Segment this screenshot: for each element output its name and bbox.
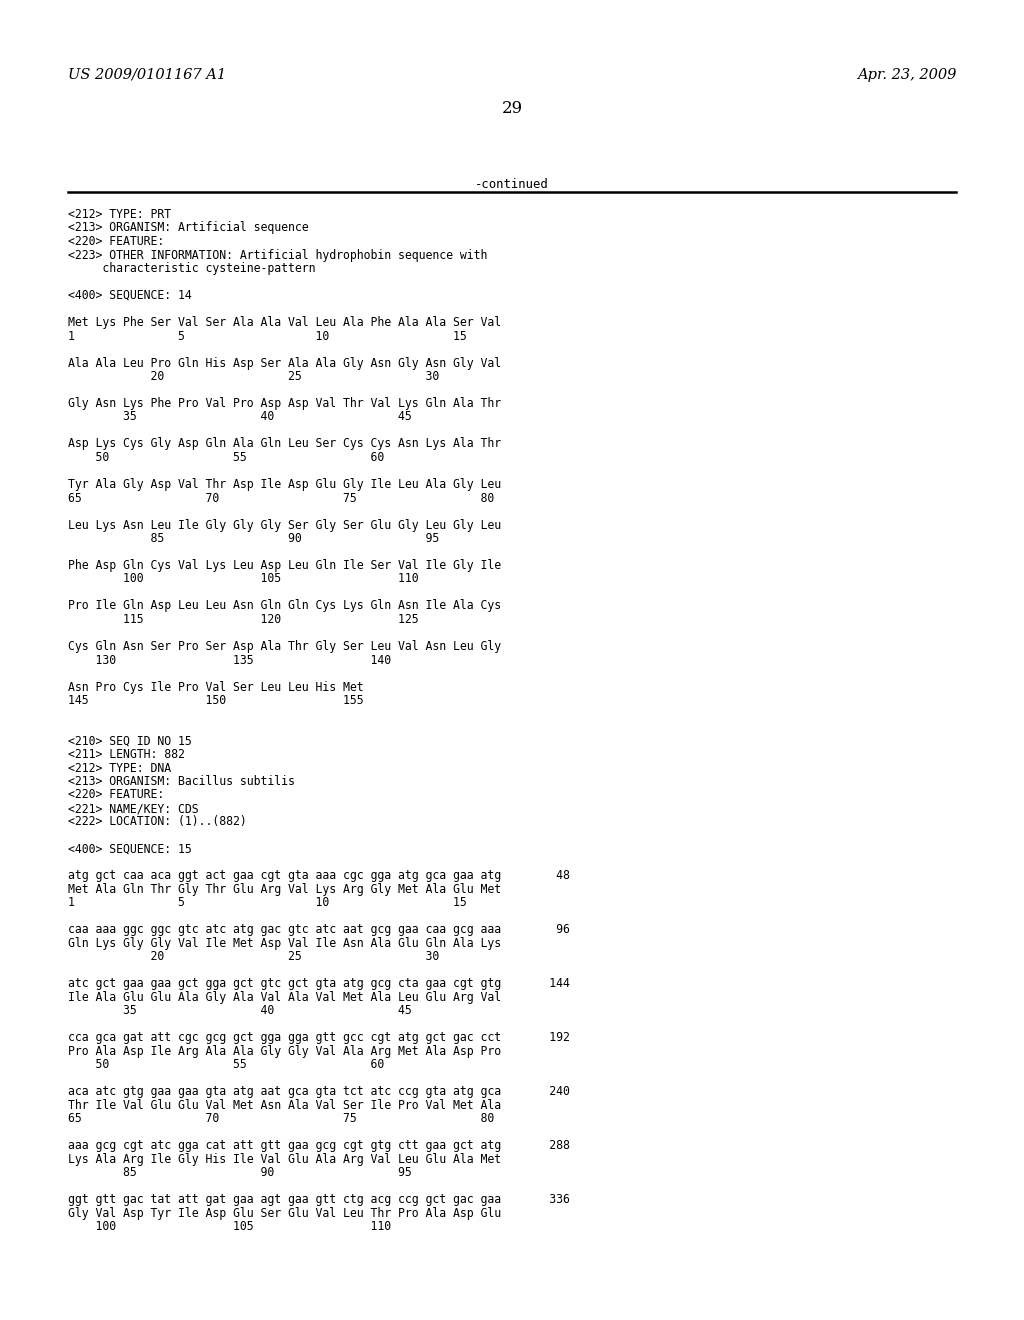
Text: <213> ORGANISM: Artificial sequence: <213> ORGANISM: Artificial sequence [68, 222, 308, 235]
Text: Tyr Ala Gly Asp Val Thr Asp Ile Asp Glu Gly Ile Leu Ala Gly Leu: Tyr Ala Gly Asp Val Thr Asp Ile Asp Glu … [68, 478, 501, 491]
Text: <223> OTHER INFORMATION: Artificial hydrophobin sequence with: <223> OTHER INFORMATION: Artificial hydr… [68, 248, 487, 261]
Text: Lys Ala Arg Ile Gly His Ile Val Glu Ala Arg Val Leu Glu Ala Met: Lys Ala Arg Ile Gly His Ile Val Glu Ala … [68, 1152, 501, 1166]
Text: 50                  55                  60: 50 55 60 [68, 1059, 384, 1072]
Text: aaa gcg cgt atc gga cat att gtt gaa gcg cgt gtg ctt gaa gct atg       288: aaa gcg cgt atc gga cat att gtt gaa gcg … [68, 1139, 570, 1152]
Text: 1               5                   10                  15: 1 5 10 15 [68, 330, 467, 342]
Text: Phe Asp Gln Cys Val Lys Leu Asp Leu Gln Ile Ser Val Ile Gly Ile: Phe Asp Gln Cys Val Lys Leu Asp Leu Gln … [68, 558, 501, 572]
Text: Gln Lys Gly Gly Val Ile Met Asp Val Ile Asn Ala Glu Gln Ala Lys: Gln Lys Gly Gly Val Ile Met Asp Val Ile … [68, 937, 501, 950]
Text: 50                  55                  60: 50 55 60 [68, 451, 384, 465]
Text: Ala Ala Leu Pro Gln His Asp Ser Ala Ala Gly Asn Gly Asn Gly Val: Ala Ala Leu Pro Gln His Asp Ser Ala Ala … [68, 356, 501, 370]
Text: <220> FEATURE:: <220> FEATURE: [68, 235, 164, 248]
Text: Asn Pro Cys Ile Pro Val Ser Leu Leu His Met: Asn Pro Cys Ile Pro Val Ser Leu Leu His … [68, 681, 364, 693]
Text: <400> SEQUENCE: 14: <400> SEQUENCE: 14 [68, 289, 191, 302]
Text: Asp Lys Cys Gly Asp Gln Ala Gln Leu Ser Cys Cys Asn Lys Ala Thr: Asp Lys Cys Gly Asp Gln Ala Gln Leu Ser … [68, 437, 501, 450]
Text: Gly Asn Lys Phe Pro Val Pro Asp Asp Val Thr Val Lys Gln Ala Thr: Gly Asn Lys Phe Pro Val Pro Asp Asp Val … [68, 397, 501, 411]
Text: Met Lys Phe Ser Val Ser Ala Ala Val Leu Ala Phe Ala Ala Ser Val: Met Lys Phe Ser Val Ser Ala Ala Val Leu … [68, 315, 501, 329]
Text: Thr Ile Val Glu Glu Val Met Asn Ala Val Ser Ile Pro Val Met Ala: Thr Ile Val Glu Glu Val Met Asn Ala Val … [68, 1100, 501, 1111]
Text: <400> SEQUENCE: 15: <400> SEQUENCE: 15 [68, 842, 191, 855]
Text: <210> SEQ ID NO 15: <210> SEQ ID NO 15 [68, 734, 191, 747]
Text: 1               5                   10                  15: 1 5 10 15 [68, 896, 467, 909]
Text: 65                  70                  75                  80: 65 70 75 80 [68, 1113, 495, 1126]
Text: <211> LENGTH: 882: <211> LENGTH: 882 [68, 748, 185, 762]
Text: 85                  90                  95: 85 90 95 [68, 1167, 412, 1180]
Text: characteristic cysteine-pattern: characteristic cysteine-pattern [68, 261, 315, 275]
Text: 145                 150                 155: 145 150 155 [68, 694, 364, 708]
Text: 29: 29 [502, 100, 522, 117]
Text: 35                  40                  45: 35 40 45 [68, 1005, 412, 1018]
Text: 130                 135                 140: 130 135 140 [68, 653, 391, 667]
Text: 85                  90                  95: 85 90 95 [68, 532, 439, 545]
Text: 100                 105                 110: 100 105 110 [68, 573, 419, 586]
Text: cca gca gat att cgc gcg gct gga gga gtt gcc cgt atg gct gac cct       192: cca gca gat att cgc gcg gct gga gga gtt … [68, 1031, 570, 1044]
Text: <221> NAME/KEY: CDS: <221> NAME/KEY: CDS [68, 803, 199, 814]
Text: 65                  70                  75                  80: 65 70 75 80 [68, 491, 495, 504]
Text: aca atc gtg gaa gaa gta atg aat gca gta tct atc ccg gta atg gca       240: aca atc gtg gaa gaa gta atg aat gca gta … [68, 1085, 570, 1098]
Text: <222> LOCATION: (1)..(882): <222> LOCATION: (1)..(882) [68, 816, 247, 829]
Text: Pro Ile Gln Asp Leu Leu Asn Gln Gln Cys Lys Gln Asn Ile Ala Cys: Pro Ile Gln Asp Leu Leu Asn Gln Gln Cys … [68, 599, 501, 612]
Text: Apr. 23, 2009: Apr. 23, 2009 [857, 69, 956, 82]
Text: <212> TYPE: PRT: <212> TYPE: PRT [68, 209, 171, 220]
Text: <212> TYPE: DNA: <212> TYPE: DNA [68, 762, 171, 775]
Text: Ile Ala Glu Glu Ala Gly Ala Val Ala Val Met Ala Leu Glu Arg Val: Ile Ala Glu Glu Ala Gly Ala Val Ala Val … [68, 991, 501, 1005]
Text: 115                 120                 125: 115 120 125 [68, 612, 419, 626]
Text: Leu Lys Asn Leu Ile Gly Gly Gly Ser Gly Ser Glu Gly Leu Gly Leu: Leu Lys Asn Leu Ile Gly Gly Gly Ser Gly … [68, 519, 501, 532]
Text: Gly Val Asp Tyr Ile Asp Glu Ser Glu Val Leu Thr Pro Ala Asp Glu: Gly Val Asp Tyr Ile Asp Glu Ser Glu Val … [68, 1206, 501, 1220]
Text: 100                 105                 110: 100 105 110 [68, 1221, 391, 1233]
Text: atg gct caa aca ggt act gaa cgt gta aaa cgc gga atg gca gaa atg        48: atg gct caa aca ggt act gaa cgt gta aaa … [68, 870, 570, 883]
Text: US 2009/0101167 A1: US 2009/0101167 A1 [68, 69, 226, 82]
Text: <220> FEATURE:: <220> FEATURE: [68, 788, 164, 801]
Text: 20                  25                  30: 20 25 30 [68, 950, 439, 964]
Text: atc gct gaa gaa gct gga gct gtc gct gta atg gcg cta gaa cgt gtg       144: atc gct gaa gaa gct gga gct gtc gct gta … [68, 978, 570, 990]
Text: Met Ala Gln Thr Gly Thr Glu Arg Val Lys Arg Gly Met Ala Glu Met: Met Ala Gln Thr Gly Thr Glu Arg Val Lys … [68, 883, 501, 896]
Text: Cys Gln Asn Ser Pro Ser Asp Ala Thr Gly Ser Leu Val Asn Leu Gly: Cys Gln Asn Ser Pro Ser Asp Ala Thr Gly … [68, 640, 501, 653]
Text: caa aaa ggc ggc gtc atc atg gac gtc atc aat gcg gaa caa gcg aaa        96: caa aaa ggc ggc gtc atc atg gac gtc atc … [68, 924, 570, 936]
Text: -continued: -continued [475, 178, 549, 191]
Text: 20                  25                  30: 20 25 30 [68, 370, 439, 383]
Text: Pro Ala Asp Ile Arg Ala Ala Gly Gly Val Ala Arg Met Ala Asp Pro: Pro Ala Asp Ile Arg Ala Ala Gly Gly Val … [68, 1045, 501, 1059]
Text: ggt gtt gac tat att gat gaa agt gaa gtt ctg acg ccg gct gac gaa       336: ggt gtt gac tat att gat gaa agt gaa gtt … [68, 1193, 570, 1206]
Text: 35                  40                  45: 35 40 45 [68, 411, 412, 424]
Text: <213> ORGANISM: Bacillus subtilis: <213> ORGANISM: Bacillus subtilis [68, 775, 295, 788]
